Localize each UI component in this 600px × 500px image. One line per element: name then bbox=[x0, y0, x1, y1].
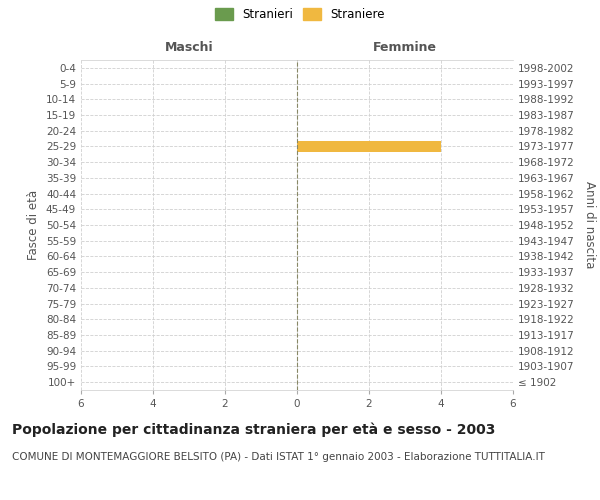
Text: Femmine: Femmine bbox=[373, 41, 437, 54]
Text: Popolazione per cittadinanza straniera per età e sesso - 2003: Popolazione per cittadinanza straniera p… bbox=[12, 422, 496, 437]
Y-axis label: Fasce di età: Fasce di età bbox=[28, 190, 40, 260]
Bar bbox=[297, 140, 441, 152]
Text: Maschi: Maschi bbox=[164, 41, 214, 54]
Y-axis label: Anni di nascita: Anni di nascita bbox=[583, 182, 596, 268]
Text: COMUNE DI MONTEMAGGIORE BELSITO (PA) - Dati ISTAT 1° gennaio 2003 - Elaborazione: COMUNE DI MONTEMAGGIORE BELSITO (PA) - D… bbox=[12, 452, 545, 462]
Legend: Stranieri, Straniere: Stranieri, Straniere bbox=[213, 6, 387, 24]
